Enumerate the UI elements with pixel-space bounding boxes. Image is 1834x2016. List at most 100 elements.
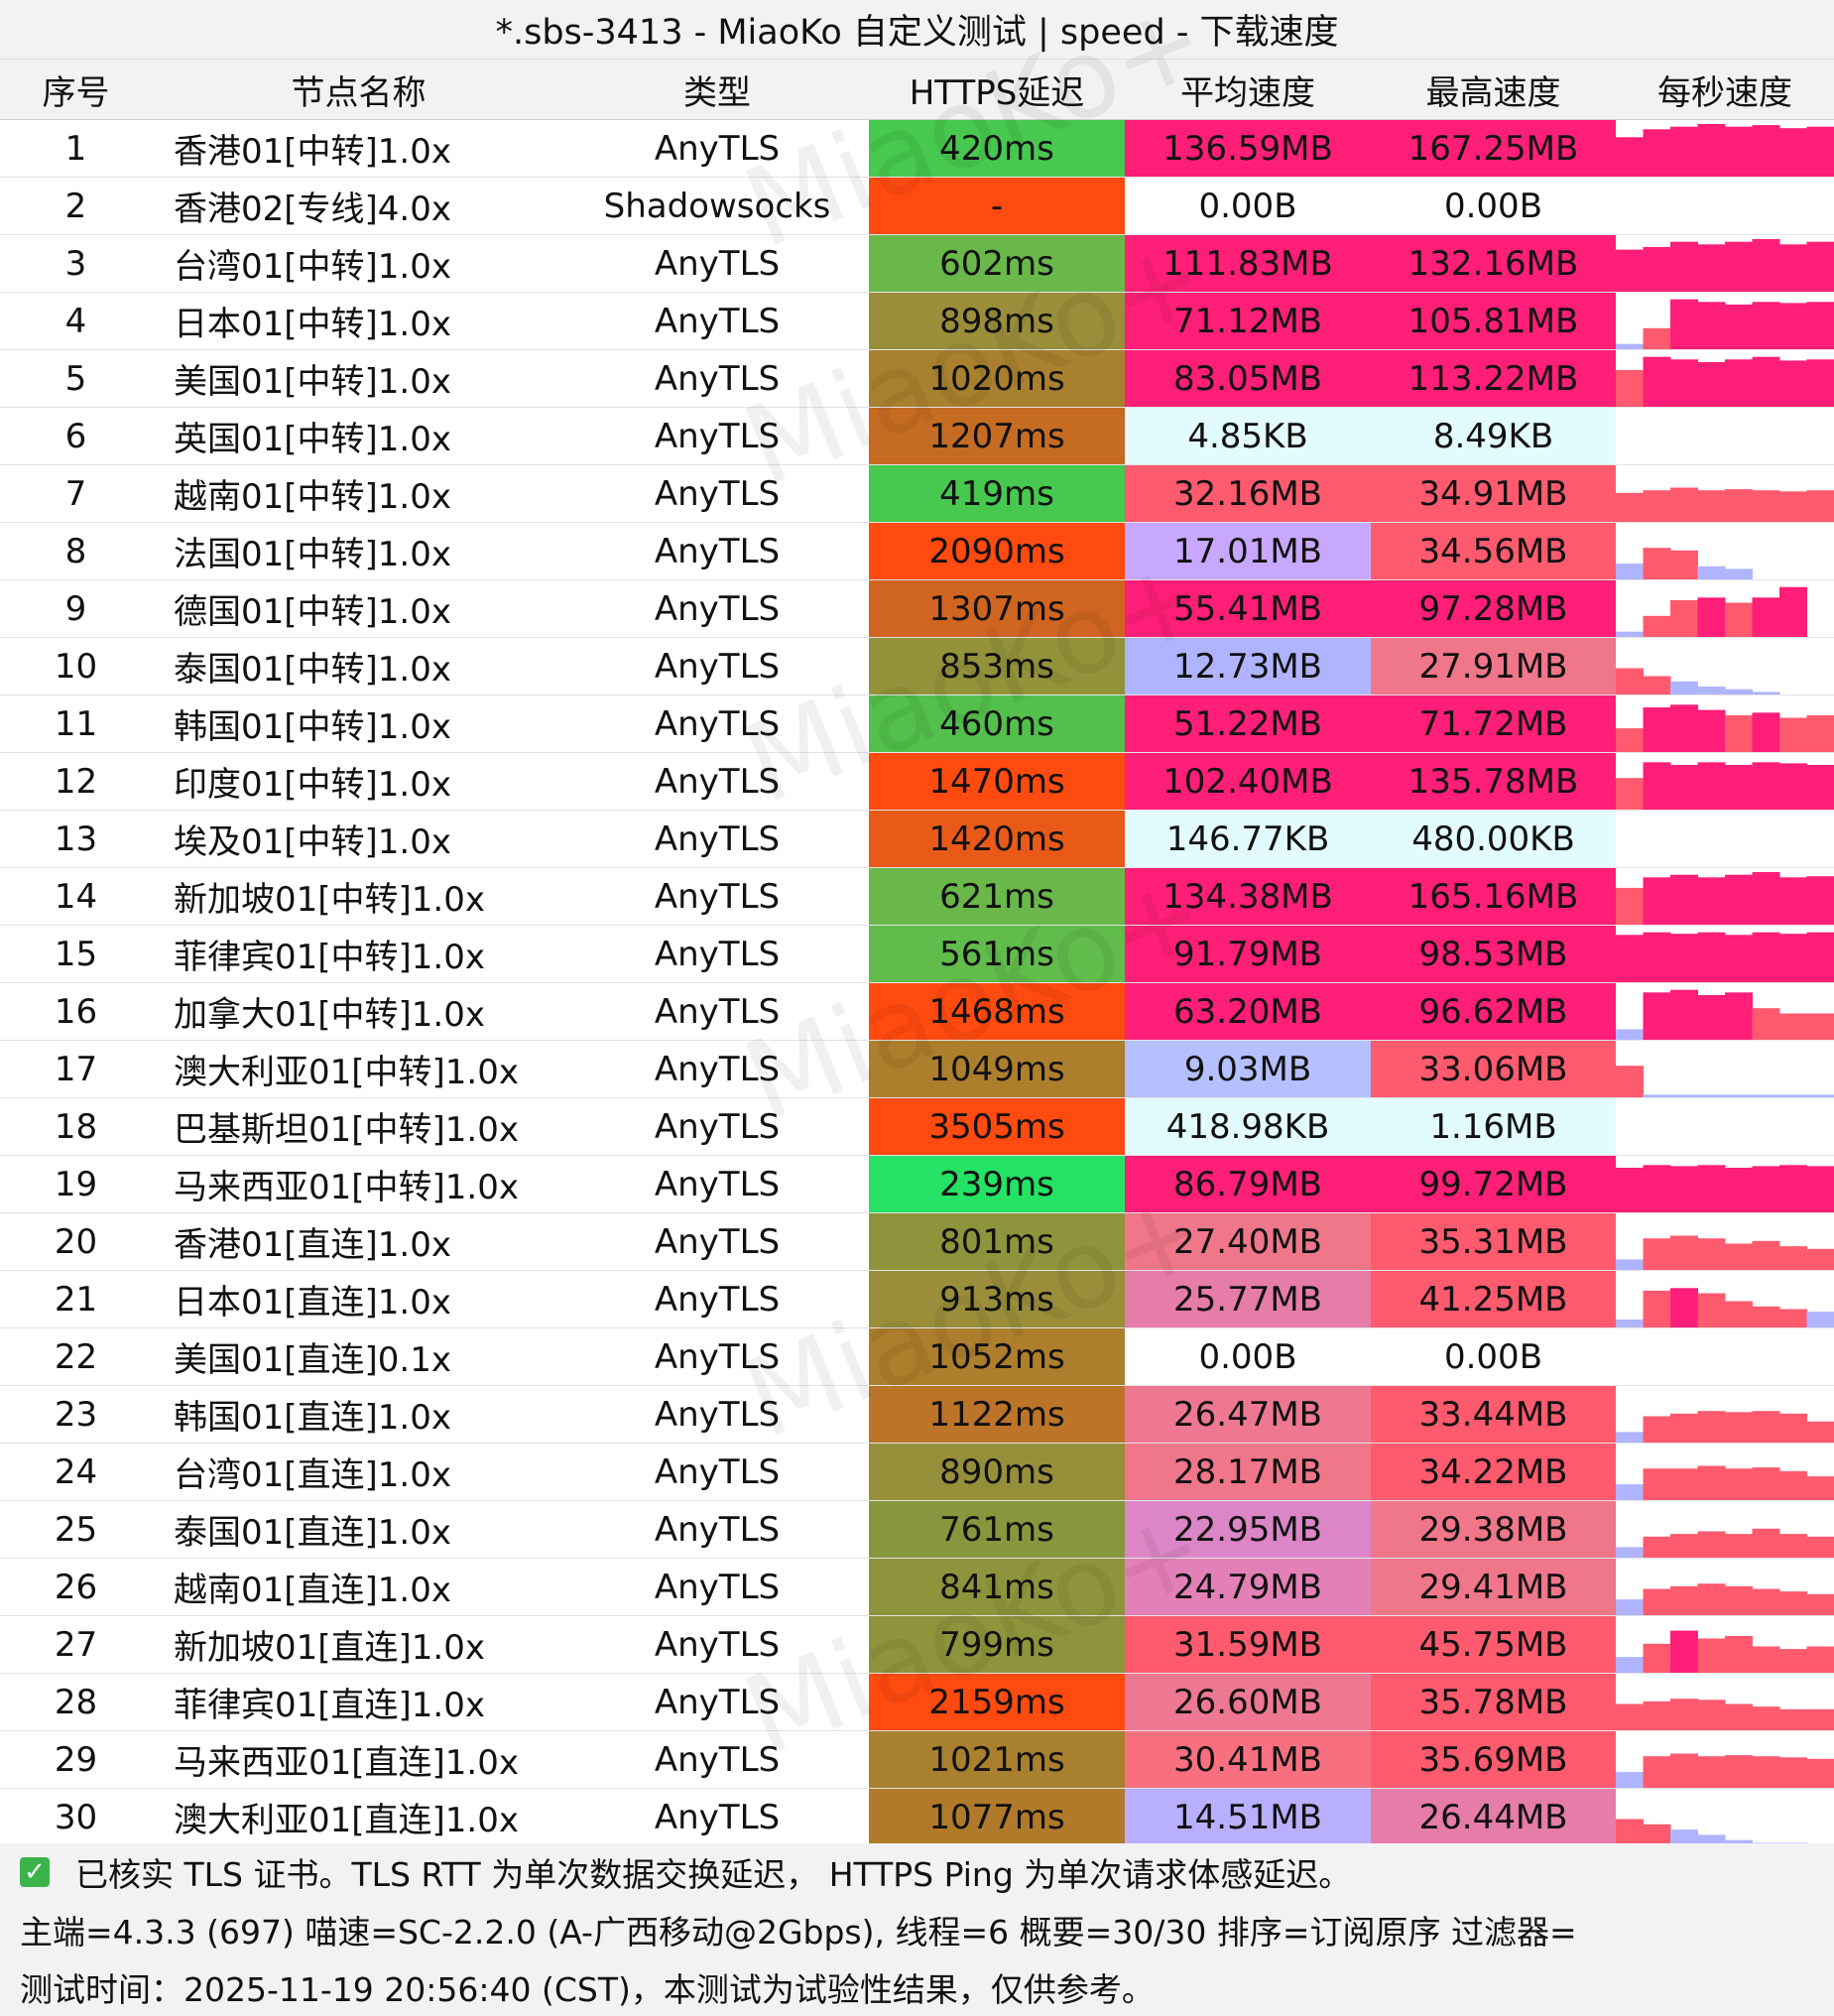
row-latency: 602ms <box>869 234 1125 293</box>
row-index: 7 <box>0 464 152 523</box>
row-type: AnyTLS <box>565 1385 869 1444</box>
sparkline-bar <box>1697 932 1726 982</box>
row-latency: 898ms <box>869 292 1125 350</box>
sparkline-bar <box>1806 1646 1834 1673</box>
row-index: 10 <box>0 637 152 695</box>
sparkline-bar <box>1697 490 1726 522</box>
row-index: 30 <box>0 1788 152 1846</box>
row-latency: 1052ms <box>869 1327 1125 1386</box>
row-index: 13 <box>0 810 152 868</box>
sparkline-bar <box>1697 566 1726 579</box>
row-latency: 913ms <box>869 1270 1125 1328</box>
sparkline-bar <box>1643 1094 1671 1097</box>
row-node-name: 泰国01[直连]1.0x <box>152 1500 565 1559</box>
row-type: AnyTLS <box>565 1155 869 1213</box>
row-node-name: 美国01[中转]1.0x <box>152 349 565 408</box>
sparkline-bar <box>1725 359 1753 407</box>
row-speed-sparkline <box>1616 1270 1834 1328</box>
row-index: 8 <box>0 522 152 580</box>
row-max-speed: 35.31MB <box>1371 1212 1616 1271</box>
row-max-speed: 98.53MB <box>1371 925 1616 983</box>
row-latency: - <box>869 177 1125 235</box>
sparkline-bar <box>1752 1411 1780 1443</box>
row-index: 11 <box>0 694 152 753</box>
row-type: AnyTLS <box>565 752 869 811</box>
row-type: AnyTLS <box>565 1673 869 1731</box>
table-row: 24 台湾01[直连]1.0x AnyTLS 890ms 28.17MB 34.22MB <box>0 1443 1834 1501</box>
sparkline-bar <box>1697 244 1726 292</box>
row-index: 20 <box>0 1212 152 1271</box>
sparkline-bar <box>1752 1528 1780 1558</box>
sparkline-bar <box>1643 247 1671 292</box>
table-row: 15 菲律宾01[中转]1.0x AnyTLS 561ms 91.79MB 98.53MB <box>0 925 1834 983</box>
sparkline-bar <box>1752 1094 1780 1097</box>
row-type: AnyTLS <box>565 867 869 926</box>
sparkline-bar <box>1643 1536 1671 1558</box>
row-index: 12 <box>0 752 152 811</box>
sparkline-bar <box>1806 1593 1834 1615</box>
sparkline-bar <box>1643 490 1671 522</box>
row-type: AnyTLS <box>565 1443 869 1501</box>
row-index: 14 <box>0 867 152 926</box>
row-node-name: 香港02[专线]4.0x <box>152 177 565 235</box>
sparkline-bar <box>1779 1649 1807 1673</box>
sparkline-bar <box>1779 1757 1807 1788</box>
row-latency: 621ms <box>869 867 1125 926</box>
sparkline-bar <box>1616 1599 1644 1615</box>
sparkline-bar <box>1670 874 1698 925</box>
row-avg-speed: 63.20MB <box>1125 982 1371 1041</box>
row-index: 26 <box>0 1558 152 1616</box>
sparkline-bar <box>1697 1293 1726 1327</box>
sparkline-bar <box>1725 1703 1753 1730</box>
row-speed-sparkline <box>1616 637 1834 695</box>
row-index: 25 <box>0 1500 152 1559</box>
row-max-speed: 45.75MB <box>1371 1615 1616 1674</box>
row-index: 16 <box>0 982 152 1041</box>
row-node-name: 德国01[中转]1.0x <box>152 579 565 638</box>
sparkline-bar <box>1697 1638 1726 1673</box>
sparkline-bar <box>1752 125 1780 177</box>
row-index: 17 <box>0 1040 152 1098</box>
sparkline-bar <box>1806 1094 1834 1097</box>
row-avg-speed: 9.03MB <box>1125 1040 1371 1098</box>
table-row: 28 菲律宾01[直连]1.0x AnyTLS 2159ms 26.60MB 35.78M… <box>0 1673 1834 1731</box>
row-type: AnyTLS <box>565 407 869 465</box>
footer-info-line: 主端=4.3.3 (697) 喵速=SC-2.2.0 (A-广西移动@2Gbps… <box>20 1913 1577 1952</box>
row-type: AnyTLS <box>565 637 869 695</box>
row-speed-sparkline <box>1616 349 1834 408</box>
row-latency: 1468ms <box>869 982 1125 1041</box>
row-type: AnyTLS <box>565 694 869 753</box>
sparkline-bar <box>1616 935 1644 982</box>
sparkline-bar <box>1616 778 1644 810</box>
table-row: 23 韩国01[直连]1.0x AnyTLS 1122ms 26.47MB 33.44MB <box>0 1385 1834 1444</box>
sparkline-bar <box>1806 1421 1834 1443</box>
row-latency: 1307ms <box>869 579 1125 638</box>
row-speed-sparkline <box>1616 1097 1834 1156</box>
row-speed-sparkline <box>1616 1327 1834 1386</box>
row-type: AnyTLS <box>565 1615 869 1674</box>
sparkline-bar <box>1779 1470 1807 1500</box>
sparkline-bar <box>1779 1708 1807 1730</box>
sparkline-bar <box>1697 302 1726 349</box>
sparkline-bar <box>1643 1468 1671 1500</box>
sparkline-bar <box>1697 1165 1726 1212</box>
row-node-name: 台湾01[直连]1.0x <box>152 1443 565 1501</box>
row-type: AnyTLS <box>565 1730 869 1789</box>
sparkline-bar <box>1670 681 1698 694</box>
table-row: 9 德国01[中转]1.0x AnyTLS 1307ms 55.41MB 97.28MB <box>0 579 1834 638</box>
sparkline-bar <box>1616 492 1644 522</box>
footer-tls-line: ✓ 已核实 TLS 证书。TLS RTT 为单次数据交换延迟， HTTPS Pi… <box>0 1843 1834 1901</box>
row-max-speed: 33.44MB <box>1371 1385 1616 1444</box>
sparkline-bar <box>1752 1240 1780 1270</box>
sparkline-bar <box>1725 1585 1753 1615</box>
row-index: 19 <box>0 1155 152 1213</box>
sparkline-bar <box>1752 239 1780 292</box>
sparkline-bar <box>1670 599 1698 637</box>
row-max-speed: 34.91MB <box>1371 464 1616 523</box>
sparkline-bar <box>1670 1585 1698 1615</box>
row-speed-sparkline <box>1616 810 1834 868</box>
sparkline-bar <box>1779 877 1807 925</box>
row-type: AnyTLS <box>565 1788 869 1846</box>
row-type: AnyTLS <box>565 522 869 580</box>
row-index: 27 <box>0 1615 152 1674</box>
